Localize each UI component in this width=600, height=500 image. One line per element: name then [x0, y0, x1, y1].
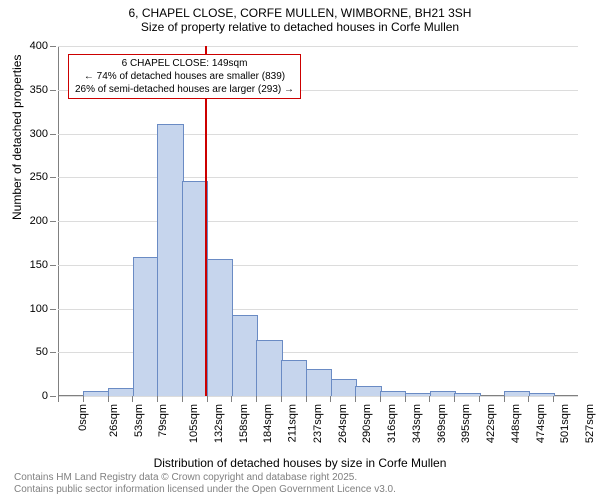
y-tick [50, 177, 56, 178]
x-tick [454, 396, 455, 402]
x-tick-label: 79sqm [157, 404, 169, 437]
x-tick-label: 158sqm [238, 404, 250, 443]
histogram-bar [529, 393, 555, 396]
x-tick-label: 211sqm [286, 404, 298, 442]
y-tick-label: 50 [18, 346, 48, 358]
footer-line2: Contains public sector information licen… [14, 484, 396, 496]
y-tick [50, 396, 56, 397]
x-tick [355, 396, 356, 402]
grid-line [58, 396, 578, 397]
chart-title-line2: Size of property relative to detached ho… [0, 20, 600, 34]
annotation-line2: ← 74% of detached houses are smaller (83… [75, 70, 294, 83]
chart-container: 6, CHAPEL CLOSE, CORFE MULLEN, WIMBORNE,… [0, 0, 600, 500]
x-tick-label: 343sqm [411, 404, 423, 443]
y-tick-label: 400 [18, 40, 48, 52]
x-tick-label: 26sqm [108, 404, 120, 437]
x-tick [504, 396, 505, 402]
x-tick [528, 396, 529, 402]
x-tick-label: 105sqm [188, 404, 200, 443]
y-tick-label: 300 [18, 128, 48, 140]
chart-title-line1: 6, CHAPEL CLOSE, CORFE MULLEN, WIMBORNE,… [0, 6, 600, 20]
x-tick [553, 396, 554, 402]
x-tick [182, 396, 183, 402]
annotation-line1: 6 CHAPEL CLOSE: 149sqm [75, 57, 294, 70]
x-tick-label: 264sqm [337, 404, 349, 443]
x-tick [405, 396, 406, 402]
y-tick [50, 90, 56, 91]
plot-area: 0501001502002503003504000sqm26sqm53sqm79… [58, 46, 578, 396]
grid-line [58, 177, 578, 178]
annotation-line3: 26% of semi-detached houses are larger (… [75, 83, 294, 96]
y-tick-label: 250 [18, 171, 48, 183]
x-tick-label: 184sqm [262, 404, 274, 443]
histogram-bar [355, 386, 381, 396]
x-tick-label: 369sqm [436, 404, 448, 443]
y-tick-label: 100 [18, 303, 48, 315]
histogram-bar [83, 391, 109, 396]
histogram-bar [504, 391, 530, 396]
x-tick [58, 396, 59, 402]
histogram-bar [133, 257, 159, 396]
histogram-bar [207, 259, 233, 396]
y-tick [50, 309, 56, 310]
histogram-bar [157, 124, 183, 396]
histogram-bar [281, 360, 307, 396]
x-tick-label: 448sqm [510, 404, 522, 443]
x-tick [83, 396, 84, 402]
x-tick [429, 396, 430, 402]
y-tick-label: 200 [18, 215, 48, 227]
x-tick-label: 53sqm [133, 404, 145, 437]
x-tick-label: 395sqm [461, 404, 473, 443]
x-tick [157, 396, 158, 402]
y-tick [50, 221, 56, 222]
y-tick-label: 350 [18, 84, 48, 96]
x-tick-label: 501sqm [560, 404, 572, 443]
histogram-bar [306, 369, 332, 396]
y-tick [50, 352, 56, 353]
x-tick-label: 132sqm [213, 404, 225, 443]
histogram-bar [256, 340, 282, 396]
x-tick [306, 396, 307, 402]
grid-line [58, 46, 578, 47]
histogram-bar [454, 393, 480, 396]
histogram-bar [405, 393, 431, 396]
grid-line [58, 221, 578, 222]
x-tick-label: 527sqm [584, 404, 596, 443]
x-tick [281, 396, 282, 402]
x-tick [256, 396, 257, 402]
histogram-bar [232, 315, 258, 397]
histogram-bar [430, 391, 456, 396]
annotation-box: 6 CHAPEL CLOSE: 149sqm← 74% of detached … [68, 54, 301, 99]
x-tick [108, 396, 109, 402]
x-tick [380, 396, 381, 402]
x-tick-label: 422sqm [485, 404, 497, 443]
x-tick [479, 396, 480, 402]
y-tick [50, 134, 56, 135]
x-tick-label: 290sqm [362, 404, 374, 443]
x-tick-label: 316sqm [386, 404, 398, 443]
y-tick-label: 0 [18, 390, 48, 402]
y-tick [50, 265, 56, 266]
x-tick-label: 474sqm [535, 404, 547, 443]
histogram-bar [380, 391, 406, 396]
x-tick-label: 0sqm [77, 404, 89, 431]
footer: Contains HM Land Registry data © Crown c… [14, 472, 396, 496]
footer-line1: Contains HM Land Registry data © Crown c… [14, 472, 396, 484]
x-tick [231, 396, 232, 402]
title-area: 6, CHAPEL CLOSE, CORFE MULLEN, WIMBORNE,… [0, 0, 600, 34]
grid-line [58, 134, 578, 135]
x-axis-label: Distribution of detached houses by size … [0, 456, 600, 470]
histogram-bar [331, 379, 357, 396]
x-tick [330, 396, 331, 402]
x-tick [207, 396, 208, 402]
x-tick-label: 237sqm [312, 404, 324, 443]
x-tick [132, 396, 133, 402]
y-tick-label: 150 [18, 259, 48, 271]
y-tick [50, 46, 56, 47]
histogram-bar [108, 388, 134, 396]
